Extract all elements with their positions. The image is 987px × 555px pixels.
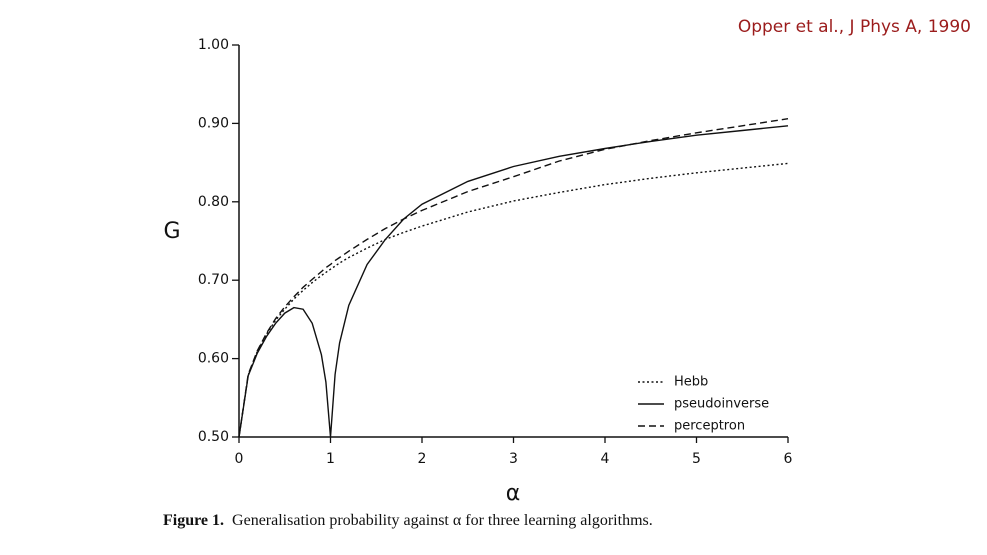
x-tick-label: 1 <box>326 451 335 467</box>
y-tick-label: 0.70 <box>198 272 229 288</box>
series-line <box>238 162 789 438</box>
x-tick-label: 6 <box>784 451 793 467</box>
x-tick-label: 2 <box>418 451 427 467</box>
legend-label: Hebb <box>674 375 708 390</box>
figure-caption: Figure 1. Generalisation probability agai… <box>163 512 653 529</box>
x-tick-label: 0 <box>235 451 244 467</box>
x-tick-label: 4 <box>601 451 610 467</box>
x-tick-label: 3 <box>509 451 518 467</box>
x-axis-label: α <box>506 481 521 506</box>
caption-label: Figure 1. <box>163 512 224 529</box>
legend-label: perceptron <box>674 419 745 434</box>
y-tick-label: 0.60 <box>198 351 229 367</box>
series-line <box>238 125 789 438</box>
caption-text: Generalisation probability against α for… <box>232 512 653 529</box>
y-tick-label: 0.90 <box>198 115 229 131</box>
source-note: Opper et al., J Phys A, 1990 <box>738 17 971 37</box>
y-tick-label: 1.00 <box>198 37 229 53</box>
legend-label: pseudoinverse <box>674 397 769 412</box>
y-tick-label: 0.50 <box>198 429 229 445</box>
x-tick-label: 5 <box>692 451 701 467</box>
series-line <box>238 118 789 438</box>
y-axis-label: G <box>163 219 180 244</box>
y-tick-label: 0.80 <box>198 194 229 210</box>
